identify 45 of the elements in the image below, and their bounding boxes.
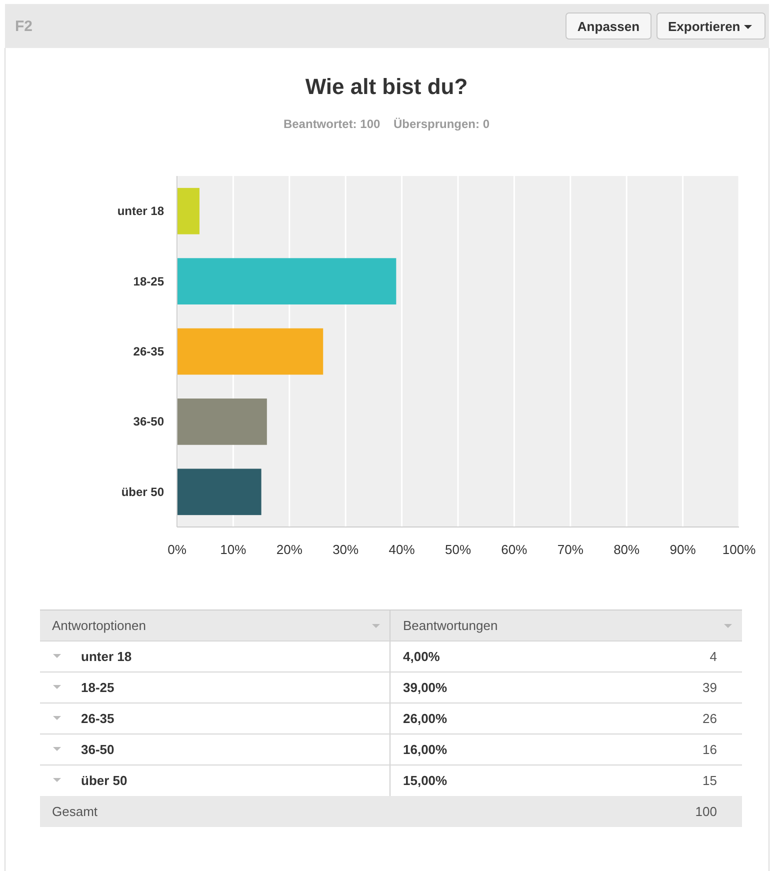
text: 100 bbox=[695, 804, 717, 819]
text: über 50 bbox=[81, 773, 128, 788]
text: 15 bbox=[702, 773, 717, 788]
text: 36-50 bbox=[81, 742, 114, 757]
y-tick-label: 26-35 bbox=[133, 344, 164, 358]
text: 16 bbox=[702, 742, 717, 757]
x-tick-label: 60% bbox=[501, 542, 528, 557]
bar bbox=[177, 328, 324, 375]
text: 26-35 bbox=[81, 711, 114, 726]
text: Gesamt bbox=[52, 804, 98, 819]
y-tick-label: 36-50 bbox=[133, 414, 164, 429]
bar bbox=[177, 188, 200, 234]
chart-title: Wie alt bist du? bbox=[305, 74, 468, 99]
x-tick-label: 100% bbox=[722, 542, 756, 557]
x-tick-label: 80% bbox=[614, 542, 640, 557]
bar bbox=[177, 258, 396, 304]
x-tick-label: 0% bbox=[168, 542, 187, 557]
text: 39 bbox=[702, 680, 717, 695]
chart-subtitle: Beantwortet: 100 Übersprungen: 0 bbox=[283, 117, 490, 131]
text: F2 bbox=[15, 18, 33, 35]
x-tick-label: 40% bbox=[388, 542, 416, 557]
text: Antwortoptionen bbox=[52, 618, 146, 633]
text: 16,00% bbox=[403, 742, 448, 757]
text: unter 18 bbox=[81, 649, 132, 664]
text: 4 bbox=[710, 649, 717, 664]
y-tick-label: über 50 bbox=[121, 484, 164, 499]
y-tick-label: unter 18 bbox=[117, 204, 164, 218]
text: Anpassen bbox=[577, 19, 640, 34]
x-tick-label: 50% bbox=[444, 542, 472, 557]
bar bbox=[177, 398, 267, 445]
x-tick-label: 90% bbox=[670, 542, 696, 557]
text: 15,00% bbox=[403, 773, 448, 788]
text: 26,00% bbox=[403, 711, 448, 726]
text: 39,00% bbox=[403, 680, 448, 695]
text: 26 bbox=[702, 711, 717, 726]
text: Beantwortungen bbox=[403, 618, 498, 633]
y-tick-label: 18-25 bbox=[133, 274, 164, 288]
text: 4,00% bbox=[403, 649, 440, 664]
x-tick-label: 10% bbox=[220, 542, 247, 557]
bar bbox=[177, 468, 262, 516]
text: 18-25 bbox=[81, 680, 114, 695]
x-tick-label: 70% bbox=[557, 542, 584, 557]
x-tick-label: 20% bbox=[276, 542, 303, 557]
x-tick-label: 30% bbox=[332, 542, 360, 557]
text: Exportieren bbox=[668, 19, 740, 34]
